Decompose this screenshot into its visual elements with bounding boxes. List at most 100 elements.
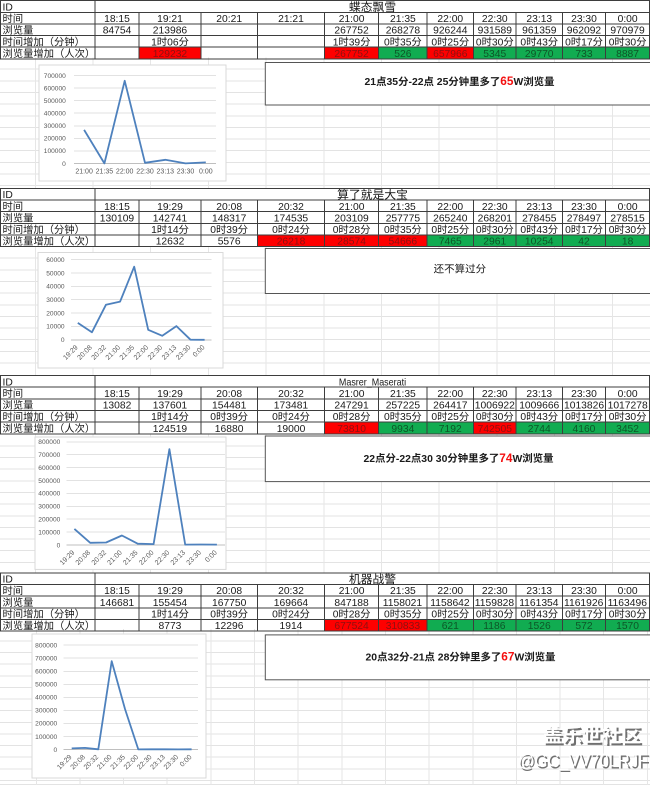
svg-text:22:30: 22:30 xyxy=(482,202,508,213)
svg-text:21:35: 21:35 xyxy=(390,389,416,400)
svg-text:24: 24 xyxy=(288,412,300,423)
svg-text:0: 0 xyxy=(565,37,571,48)
svg-text:300000: 300000 xyxy=(38,504,60,511)
svg-text:21:00: 21:00 xyxy=(339,14,365,25)
svg-text:0: 0 xyxy=(565,412,571,423)
svg-text:0: 0 xyxy=(431,610,437,621)
svg-text:30000: 30000 xyxy=(46,297,65,304)
svg-text:203109: 203109 xyxy=(334,213,369,224)
svg-text:39: 39 xyxy=(226,412,238,423)
svg-text:21:35: 21:35 xyxy=(390,14,416,25)
svg-text:8887: 8887 xyxy=(616,49,639,60)
svg-text:278497: 278497 xyxy=(567,213,602,224)
svg-text:23:30: 23:30 xyxy=(571,586,597,597)
svg-text:22: 22 xyxy=(364,454,376,465)
svg-text:16880: 16880 xyxy=(215,424,244,435)
svg-text:0: 0 xyxy=(565,225,571,236)
svg-text:30: 30 xyxy=(625,412,637,423)
svg-text:100000: 100000 xyxy=(35,734,57,741)
svg-text:0:00: 0:00 xyxy=(618,202,638,213)
svg-text:1: 1 xyxy=(151,37,157,48)
svg-text:700000: 700000 xyxy=(38,452,60,459)
svg-text:ID: ID xyxy=(3,575,13,586)
svg-text:0: 0 xyxy=(520,225,526,236)
svg-text:06: 06 xyxy=(167,37,179,48)
svg-text:20:08: 20:08 xyxy=(216,586,242,597)
svg-text:621: 621 xyxy=(442,621,459,632)
svg-text:0: 0 xyxy=(476,610,482,621)
svg-text:0: 0 xyxy=(333,225,339,236)
svg-text:25: 25 xyxy=(447,37,459,48)
svg-text:30: 30 xyxy=(625,610,637,621)
svg-text:W: W xyxy=(514,77,524,88)
svg-text:28: 28 xyxy=(349,225,361,236)
svg-text:1161926: 1161926 xyxy=(564,598,604,609)
svg-text:1006922: 1006922 xyxy=(475,401,515,412)
svg-text:800000: 800000 xyxy=(38,439,60,446)
svg-text:278515: 278515 xyxy=(610,213,645,224)
svg-text:14: 14 xyxy=(167,610,179,621)
svg-text:5576: 5576 xyxy=(218,237,241,248)
svg-text:17: 17 xyxy=(581,37,593,48)
svg-text:30: 30 xyxy=(492,412,504,423)
svg-text:18:15: 18:15 xyxy=(104,389,130,400)
svg-text:ID: ID xyxy=(3,2,13,13)
svg-text:21:21: 21:21 xyxy=(278,14,304,25)
svg-text:169664: 169664 xyxy=(274,598,309,609)
svg-text:23:13: 23:13 xyxy=(526,202,552,213)
svg-text:22:00: 22:00 xyxy=(116,169,134,176)
svg-text:0: 0 xyxy=(520,37,526,48)
svg-text:677524: 677524 xyxy=(334,621,369,632)
svg-text:800000: 800000 xyxy=(35,642,57,649)
svg-text:1158642: 1158642 xyxy=(430,598,470,609)
svg-text:600000: 600000 xyxy=(35,669,57,676)
svg-text:19:29: 19:29 xyxy=(157,202,183,213)
svg-text:500000: 500000 xyxy=(35,682,57,689)
svg-text:24: 24 xyxy=(288,610,300,621)
svg-text:278455: 278455 xyxy=(522,213,557,224)
svg-text:0: 0 xyxy=(609,412,615,423)
svg-text:0: 0 xyxy=(384,37,390,48)
svg-text:43: 43 xyxy=(536,610,548,621)
svg-text:1159828: 1159828 xyxy=(475,598,515,609)
svg-text:0:00: 0:00 xyxy=(618,14,638,25)
svg-text:19:29: 19:29 xyxy=(157,389,183,400)
svg-text:7192: 7192 xyxy=(439,424,462,435)
svg-text:10000: 10000 xyxy=(46,324,65,331)
svg-text:146681: 146681 xyxy=(100,598,135,609)
svg-text:43: 43 xyxy=(536,37,548,48)
svg-text:0: 0 xyxy=(61,337,65,344)
svg-text:572: 572 xyxy=(575,621,592,632)
svg-text:0: 0 xyxy=(431,37,437,48)
svg-text:30: 30 xyxy=(492,225,504,236)
svg-text:28574: 28574 xyxy=(337,237,366,248)
svg-text:ID: ID xyxy=(3,377,13,388)
svg-text:200000: 200000 xyxy=(44,136,66,143)
svg-text:0: 0 xyxy=(272,412,278,423)
svg-text:0: 0 xyxy=(609,225,615,236)
svg-text:200000: 200000 xyxy=(38,517,60,524)
svg-text:21:00: 21:00 xyxy=(75,169,93,176)
svg-text:50000: 50000 xyxy=(46,270,65,277)
svg-text:267752: 267752 xyxy=(334,49,369,60)
svg-text:130109: 130109 xyxy=(100,213,135,224)
svg-text:25: 25 xyxy=(447,225,459,236)
svg-text:30: 30 xyxy=(492,610,504,621)
svg-text:40000: 40000 xyxy=(46,284,65,291)
svg-text:5345: 5345 xyxy=(483,49,506,60)
svg-text:60000: 60000 xyxy=(46,257,65,264)
svg-text:0: 0 xyxy=(609,37,615,48)
svg-text:733: 733 xyxy=(575,49,592,60)
svg-text:600000: 600000 xyxy=(44,85,66,92)
svg-text:847188: 847188 xyxy=(334,598,369,609)
svg-text:42: 42 xyxy=(578,237,590,248)
svg-text:23:30: 23:30 xyxy=(571,389,597,400)
svg-text:400000: 400000 xyxy=(44,111,66,118)
svg-text:18:15: 18:15 xyxy=(104,14,130,25)
svg-text:200000: 200000 xyxy=(35,721,57,728)
svg-text:18: 18 xyxy=(622,237,634,248)
svg-text:ID: ID xyxy=(3,190,13,201)
svg-text:268201: 268201 xyxy=(478,213,513,224)
svg-text:28: 28 xyxy=(438,653,450,664)
svg-text:32: 32 xyxy=(388,653,400,664)
